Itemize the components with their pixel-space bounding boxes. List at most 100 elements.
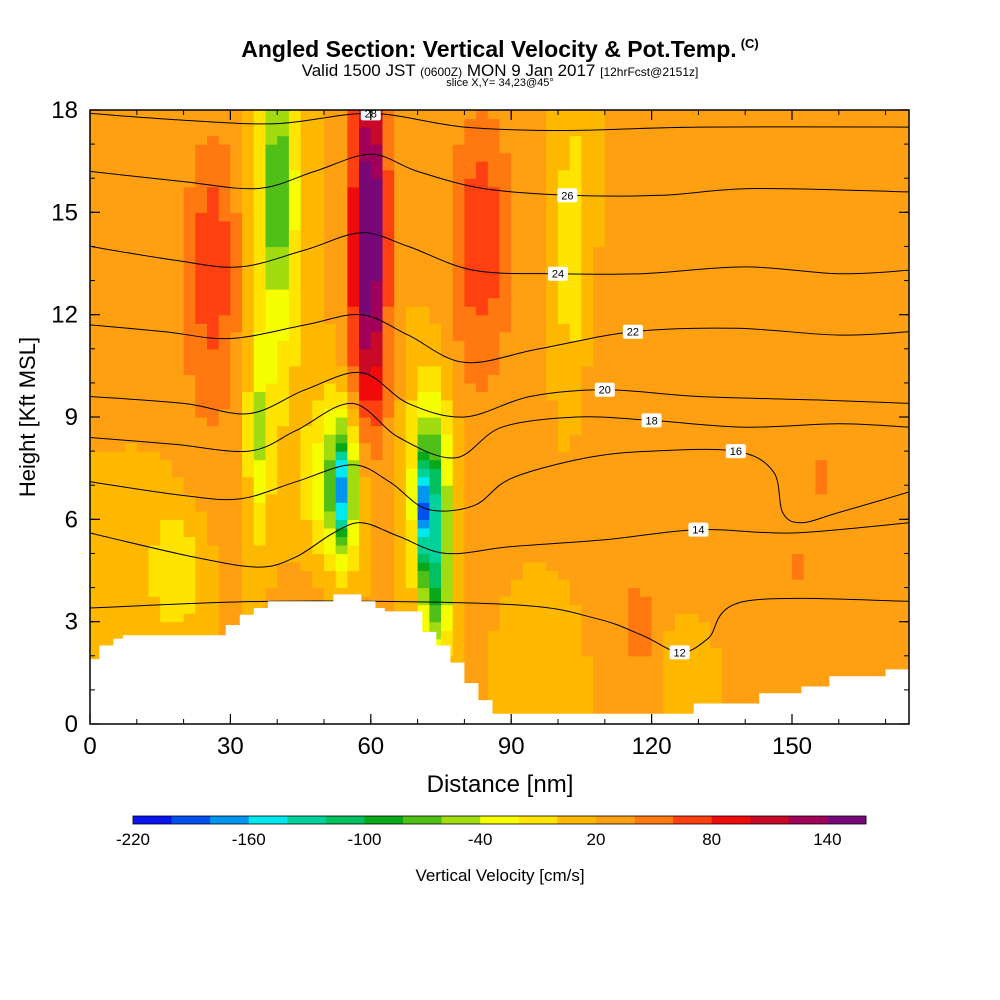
field-cell (277, 169, 290, 179)
field-cell (90, 476, 103, 486)
field-cell (499, 510, 512, 520)
field-cell (663, 647, 676, 657)
field-cell (721, 289, 735, 299)
field-cell (487, 152, 501, 162)
field-cell (604, 519, 618, 529)
field-cell (160, 348, 173, 358)
field-cell (253, 468, 267, 478)
field-cell (721, 195, 735, 205)
field-cell (101, 425, 114, 435)
field-cell (113, 493, 126, 503)
field-cell (698, 203, 711, 213)
field-cell (499, 451, 512, 461)
field-cell (651, 348, 664, 358)
field-cell (733, 272, 746, 282)
field-cell (441, 195, 454, 205)
field-cell (394, 348, 407, 358)
field-cell (417, 613, 430, 623)
field-cell (148, 561, 161, 572)
field-cell (253, 144, 267, 154)
field-cell (359, 553, 372, 563)
field-cell (207, 118, 220, 128)
field-cell (288, 297, 302, 307)
field-cell (429, 434, 442, 444)
field-cell (499, 280, 512, 290)
field-cell (277, 451, 290, 461)
field-cell (452, 340, 465, 350)
field-cell (101, 195, 114, 205)
field-cell (113, 587, 126, 597)
field-cell (90, 348, 103, 358)
field-cell (803, 596, 816, 606)
field-cell (359, 229, 372, 239)
field-cell (499, 263, 512, 273)
field-cell (195, 110, 208, 120)
field-cell (558, 442, 571, 452)
field-cell (171, 459, 185, 469)
field-cell (160, 382, 173, 393)
field-cell (382, 544, 395, 555)
field-cell (218, 425, 231, 435)
field-cell (335, 391, 348, 401)
field-cell (534, 331, 547, 341)
field-cell (522, 280, 536, 290)
field-cell (581, 246, 594, 256)
field-cell (171, 237, 185, 248)
field-cell (581, 544, 594, 555)
field-cell (733, 417, 746, 427)
field-cell (768, 621, 781, 631)
field-cell (733, 544, 746, 555)
field-cell (195, 289, 208, 299)
field-cell (417, 604, 430, 614)
field-cell (429, 365, 442, 375)
field-cell (593, 681, 606, 691)
field-cell (277, 152, 290, 162)
field-cell (873, 493, 887, 503)
field-cell (218, 374, 231, 384)
field-cell (838, 331, 852, 341)
field-cell (885, 135, 898, 145)
field-cell (873, 178, 887, 188)
field-cell (827, 357, 840, 367)
field-cell (335, 280, 348, 290)
field-cell (242, 434, 255, 444)
field-cell (593, 519, 606, 529)
field-cell (651, 306, 664, 316)
field-cell (873, 638, 887, 648)
field-cell (569, 527, 582, 537)
field-cell (405, 203, 419, 213)
field-cell (663, 502, 676, 512)
field-cell (815, 144, 828, 154)
field-cell (417, 331, 430, 341)
field-cell (569, 689, 582, 700)
field-cell (616, 485, 629, 495)
field-cell (171, 596, 185, 606)
field-cell (487, 604, 501, 614)
field-cell (827, 485, 840, 495)
field-cell (394, 519, 407, 529)
field-cell (604, 604, 618, 614)
field-cell (569, 280, 582, 290)
field-cell (827, 161, 840, 171)
field-cell (838, 382, 852, 393)
field-cell (862, 425, 875, 435)
field-cell (558, 399, 571, 410)
field-cell (207, 493, 220, 503)
field-cell (698, 135, 711, 145)
field-cell (370, 459, 384, 469)
field-cell (604, 544, 618, 555)
field-cell (452, 289, 465, 299)
field-cell (113, 442, 126, 452)
field-cell (522, 672, 536, 682)
field-cell (452, 527, 465, 537)
field-cell (101, 357, 114, 367)
field-cell (429, 297, 442, 307)
field-cell (827, 254, 840, 265)
field-cell (721, 570, 735, 580)
field-cell (546, 254, 559, 265)
field-cell (873, 451, 887, 461)
field-cell (125, 289, 138, 299)
field-cell (885, 561, 898, 572)
field-cell (347, 408, 360, 418)
field-cell (335, 510, 348, 520)
